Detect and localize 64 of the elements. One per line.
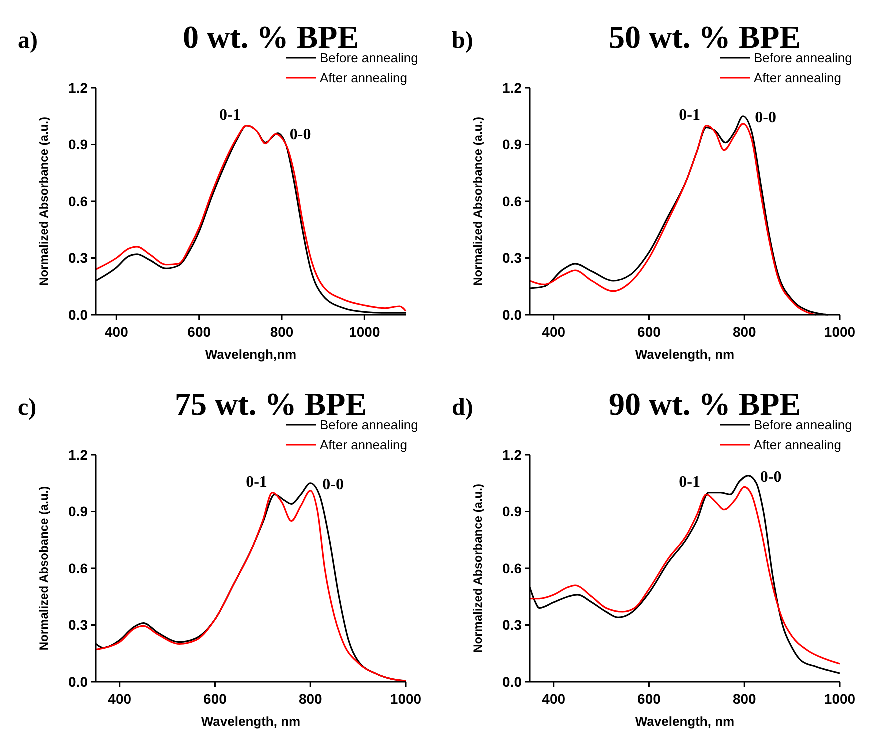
y-tick-label: 0.3 [502, 250, 522, 266]
y-tick-label: 0.6 [502, 193, 522, 210]
legend-label: After annealing [754, 70, 842, 86]
y-tick-label: 0.3 [502, 617, 522, 634]
y-tick-label: 0.6 [502, 560, 522, 576]
annotation: 0-1 [679, 474, 700, 491]
x-tick-label: 800 [270, 324, 294, 340]
legend-label: After annealing [320, 70, 408, 86]
y-tick-label: 1.2 [68, 446, 88, 463]
text: d) [452, 395, 474, 421]
y-tick-label: 0.9 [68, 504, 88, 520]
y-tick-label: 0.3 [68, 617, 88, 634]
x-tick-label: 1000 [349, 324, 380, 340]
x-tick-label: 400 [542, 324, 566, 340]
y-axis-title: Normalized Absorbance (a.u.) [471, 484, 485, 653]
annotation: 0-1 [246, 474, 268, 491]
x-tick-label: 600 [204, 691, 228, 707]
y-tick-label: 0.9 [502, 504, 522, 520]
x-axis-title: Wavelength, nm [635, 347, 735, 362]
x-tick-label: 600 [638, 691, 662, 707]
legend-label: Before annealing [754, 50, 852, 66]
y-tick-label: 0.0 [68, 306, 88, 323]
x-tick-label: 400 [104, 324, 129, 340]
text: c) [18, 395, 37, 421]
legend-label: After annealing [320, 438, 408, 453]
legend-label: Before annealing [320, 418, 418, 433]
x-tick-label: 1000 [824, 691, 856, 707]
annotation: 0-0 [755, 109, 777, 126]
x-axis-title: Wavelength, nm [201, 714, 301, 729]
legend-label: After annealing [754, 438, 842, 453]
x-tick-label: 1000 [390, 691, 422, 707]
legend-label: Before annealing [754, 418, 852, 433]
annotation: 0-0 [760, 468, 782, 486]
annotation: 0-0 [290, 126, 312, 144]
y-tick-label: 0.6 [68, 193, 88, 210]
x-tick-label: 1000 [824, 324, 856, 340]
x-axis-title: Wavelengh,nm [205, 347, 297, 362]
y-axis-title: Normalized Absobance (a.u.) [37, 486, 51, 651]
y-tick-label: 0.0 [502, 674, 522, 690]
x-tick-label: 400 [108, 691, 132, 707]
y-tick-label: 0.3 [68, 250, 88, 266]
y-tick-label: 0.0 [502, 306, 522, 323]
y-axis-title: Normalized Absorbance (a.u.) [471, 117, 485, 286]
y-tick-label: 0.9 [68, 136, 88, 153]
x-tick-label: 800 [732, 324, 757, 340]
y-tick-label: 0.6 [68, 560, 88, 576]
text: a) [18, 28, 38, 54]
text: b) [452, 28, 474, 54]
x-tick-label: 600 [638, 324, 662, 340]
annotation: 0-1 [679, 106, 700, 124]
y-axis-title: Normalized Absorbance (a.u.) [37, 117, 51, 286]
x-tick-label: 600 [188, 324, 212, 340]
y-tick-label: 0.0 [68, 674, 88, 690]
x-tick-label: 800 [732, 691, 757, 707]
x-tick-label: 400 [542, 691, 566, 707]
legend-label: Before annealing [320, 50, 418, 66]
y-tick-label: 0.9 [502, 136, 522, 153]
y-tick-label: 1.2 [502, 446, 522, 463]
x-tick-label: 800 [298, 691, 323, 707]
y-tick-label: 1.2 [68, 80, 88, 96]
y-tick-label: 1.2 [502, 80, 522, 96]
x-axis-title: Wavelength, nm [635, 714, 735, 729]
annotation: 0-0 [322, 476, 344, 494]
annotation: 0-1 [220, 106, 241, 124]
